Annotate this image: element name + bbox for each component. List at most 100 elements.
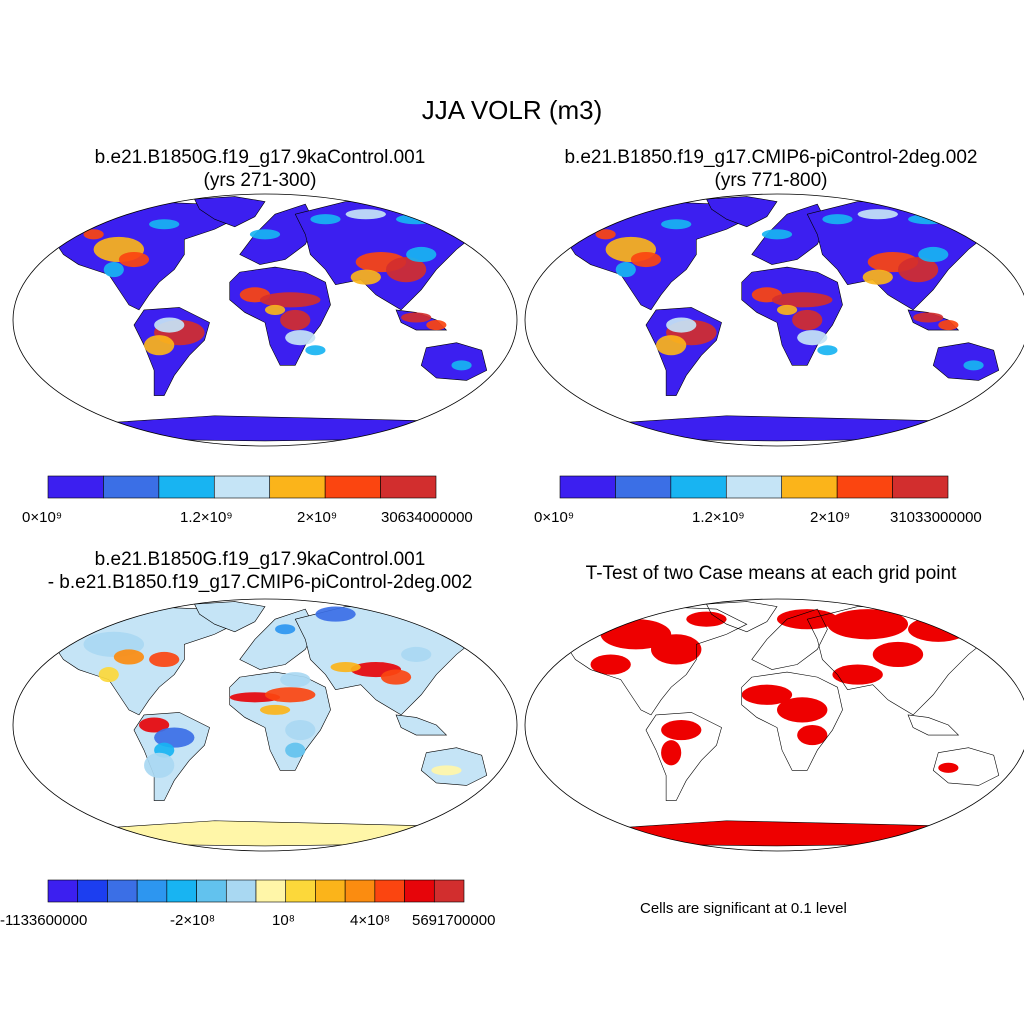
data-cell-patch bbox=[315, 606, 356, 622]
significant-cells bbox=[590, 654, 631, 675]
data-cell-patch bbox=[103, 262, 124, 278]
colorbar-box bbox=[107, 879, 138, 903]
data-cell-patch bbox=[118, 251, 150, 268]
colorbar-box bbox=[836, 475, 893, 499]
data-cell-patch bbox=[285, 742, 306, 758]
data-cell-patch bbox=[144, 335, 175, 356]
diff-tick-label: 4×10⁸ bbox=[350, 912, 391, 929]
data-cell-patch bbox=[149, 651, 180, 668]
data-cell-patch bbox=[330, 662, 361, 673]
colorbar-box bbox=[615, 475, 672, 499]
case2-title-line1: b.e21.B1850.f19_g17.CMIP6-piControl-2deg… bbox=[564, 147, 978, 168]
colorbar-box bbox=[166, 879, 197, 903]
significant-cells bbox=[797, 725, 828, 746]
data-cell-patch bbox=[265, 687, 316, 703]
data-cell-patch bbox=[406, 246, 437, 263]
significant-cells bbox=[827, 609, 909, 640]
data-cell-patch bbox=[401, 646, 432, 662]
data-cell-patch bbox=[761, 229, 793, 240]
colorbar-box bbox=[225, 879, 257, 903]
data-cell-patch bbox=[656, 335, 687, 356]
data-cell-patch bbox=[385, 257, 427, 283]
significant-cells bbox=[741, 684, 793, 705]
data-cell-patch bbox=[285, 719, 316, 741]
data-cell-patch bbox=[817, 345, 838, 356]
data-cell-patch bbox=[963, 360, 984, 371]
map-border bbox=[12, 598, 518, 852]
data-cell-patch bbox=[113, 649, 145, 665]
data-cell-patch bbox=[666, 317, 697, 333]
coastline-africa bbox=[741, 671, 843, 771]
colorbar-box bbox=[196, 879, 227, 903]
colorbar-box bbox=[374, 879, 405, 903]
colorbar-box bbox=[315, 879, 346, 903]
data-cell-patch bbox=[380, 669, 412, 685]
map-border bbox=[524, 193, 1024, 447]
data-cell-patch bbox=[139, 717, 170, 733]
data-cell-patch bbox=[98, 667, 119, 683]
data-cell-patch bbox=[401, 312, 432, 323]
data-cell-patch bbox=[913, 312, 944, 323]
case1-tick-label: 0×10⁹ bbox=[22, 509, 63, 526]
data-cell-patch bbox=[275, 624, 296, 635]
significant-cells bbox=[872, 641, 924, 668]
significant-cells bbox=[938, 762, 959, 773]
data-cell-patch bbox=[862, 269, 893, 285]
case1-title: b.e21.B1850G.f19_g17.9kaControl.001 (yrs… bbox=[10, 146, 510, 192]
colorbar-box bbox=[47, 879, 79, 903]
landmass-australia bbox=[932, 342, 1000, 381]
coastline-se_asia bbox=[907, 714, 960, 736]
data-cell-patch bbox=[83, 229, 104, 240]
colorbar-box bbox=[892, 475, 949, 499]
significant-cells bbox=[661, 740, 682, 766]
landmass-greenland bbox=[193, 196, 266, 228]
landmass-antarctica bbox=[53, 415, 468, 442]
significant-cells bbox=[832, 664, 883, 685]
data-cell-patch bbox=[792, 309, 823, 331]
colorbar-box bbox=[670, 475, 727, 499]
case1-tick-label: 30634000000 bbox=[381, 509, 473, 526]
diff-tick-label: 5691700000 bbox=[412, 912, 496, 929]
colorbar-box bbox=[136, 879, 168, 903]
coastline-australia bbox=[932, 747, 1000, 786]
case2-colorbar bbox=[559, 475, 949, 499]
data-cell-patch bbox=[305, 345, 326, 356]
diff-tick-label: 10⁸ bbox=[272, 912, 296, 929]
case1-map bbox=[12, 193, 518, 447]
map-border bbox=[524, 598, 1024, 852]
data-cell-patch bbox=[431, 765, 462, 776]
colorbar-box bbox=[77, 879, 108, 903]
data-cell-patch bbox=[897, 257, 939, 283]
ttest-title: T-Test of two Case means at each grid po… bbox=[585, 563, 957, 584]
case2-map bbox=[524, 193, 1024, 447]
coastline-europe bbox=[751, 608, 828, 670]
landmass-antarctica bbox=[53, 820, 468, 847]
significant-cells bbox=[651, 634, 702, 665]
significant-cells bbox=[777, 697, 828, 723]
case1-tick-label: 1.2×10⁹ bbox=[180, 509, 233, 526]
case2-title-line2: (yrs 771-800) bbox=[714, 170, 828, 191]
case1-tick-label: 2×10⁹ bbox=[297, 509, 338, 526]
case2-tick-label: 1.2×10⁹ bbox=[692, 509, 745, 526]
case2-tick-label: 0×10⁹ bbox=[534, 509, 575, 526]
data-cell-patch bbox=[661, 219, 692, 230]
colorbar-box bbox=[103, 475, 160, 499]
data-cell-patch bbox=[615, 262, 636, 278]
significant-cells bbox=[686, 611, 727, 627]
data-cell-patch bbox=[918, 246, 949, 263]
data-cell-patch bbox=[249, 229, 281, 240]
data-cell-patch bbox=[938, 320, 959, 331]
colorbar-box bbox=[725, 475, 783, 499]
coastline-south_america bbox=[645, 712, 722, 801]
diff-title-line2: - b.e21.B1850.f19_g17.CMIP6-piControl-2d… bbox=[47, 572, 473, 593]
data-cell-patch bbox=[345, 209, 386, 220]
landmass-greenland bbox=[193, 601, 266, 633]
data-cell-patch bbox=[350, 269, 381, 285]
colorbar-box bbox=[344, 879, 376, 903]
map-border bbox=[12, 193, 518, 447]
colorbar-box bbox=[213, 475, 271, 499]
case2-tick-label: 31033000000 bbox=[890, 509, 982, 526]
data-cell-patch bbox=[771, 292, 833, 308]
data-cell-patch bbox=[797, 330, 828, 346]
